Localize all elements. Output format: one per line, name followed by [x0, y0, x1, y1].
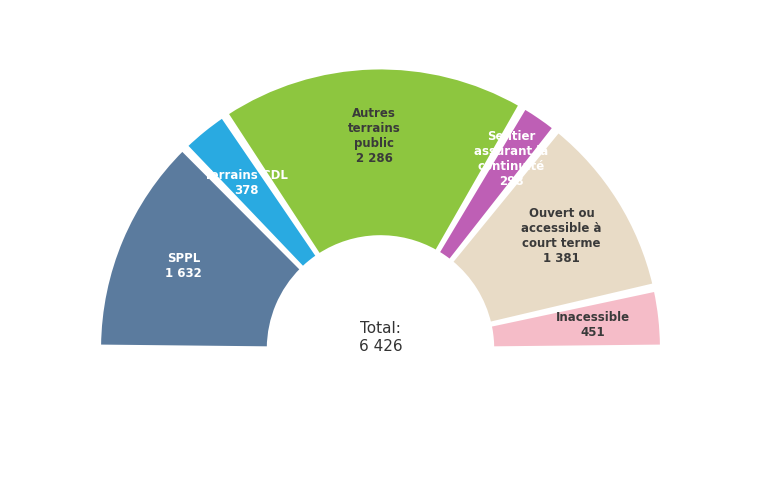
- Text: Inacessible
451: Inacessible 451: [556, 312, 629, 340]
- Text: Total:
6 426: Total: 6 426: [358, 321, 403, 354]
- Wedge shape: [438, 108, 554, 261]
- Text: Terrains CDL
378: Terrains CDL 378: [204, 169, 288, 197]
- Text: SPPL
1 632: SPPL 1 632: [165, 252, 202, 280]
- Text: Sentier
assurant la
continuité
298: Sentier assurant la continuité 298: [474, 130, 548, 188]
- Text: Autres
terrains
public
2 286: Autres terrains public 2 286: [348, 106, 400, 165]
- Wedge shape: [186, 117, 317, 268]
- Wedge shape: [490, 291, 661, 348]
- Wedge shape: [227, 68, 520, 255]
- Wedge shape: [100, 150, 301, 348]
- Text: Ouvert ou
accessible à
court terme
1 381: Ouvert ou accessible à court terme 1 381: [521, 207, 602, 265]
- Wedge shape: [451, 131, 654, 323]
